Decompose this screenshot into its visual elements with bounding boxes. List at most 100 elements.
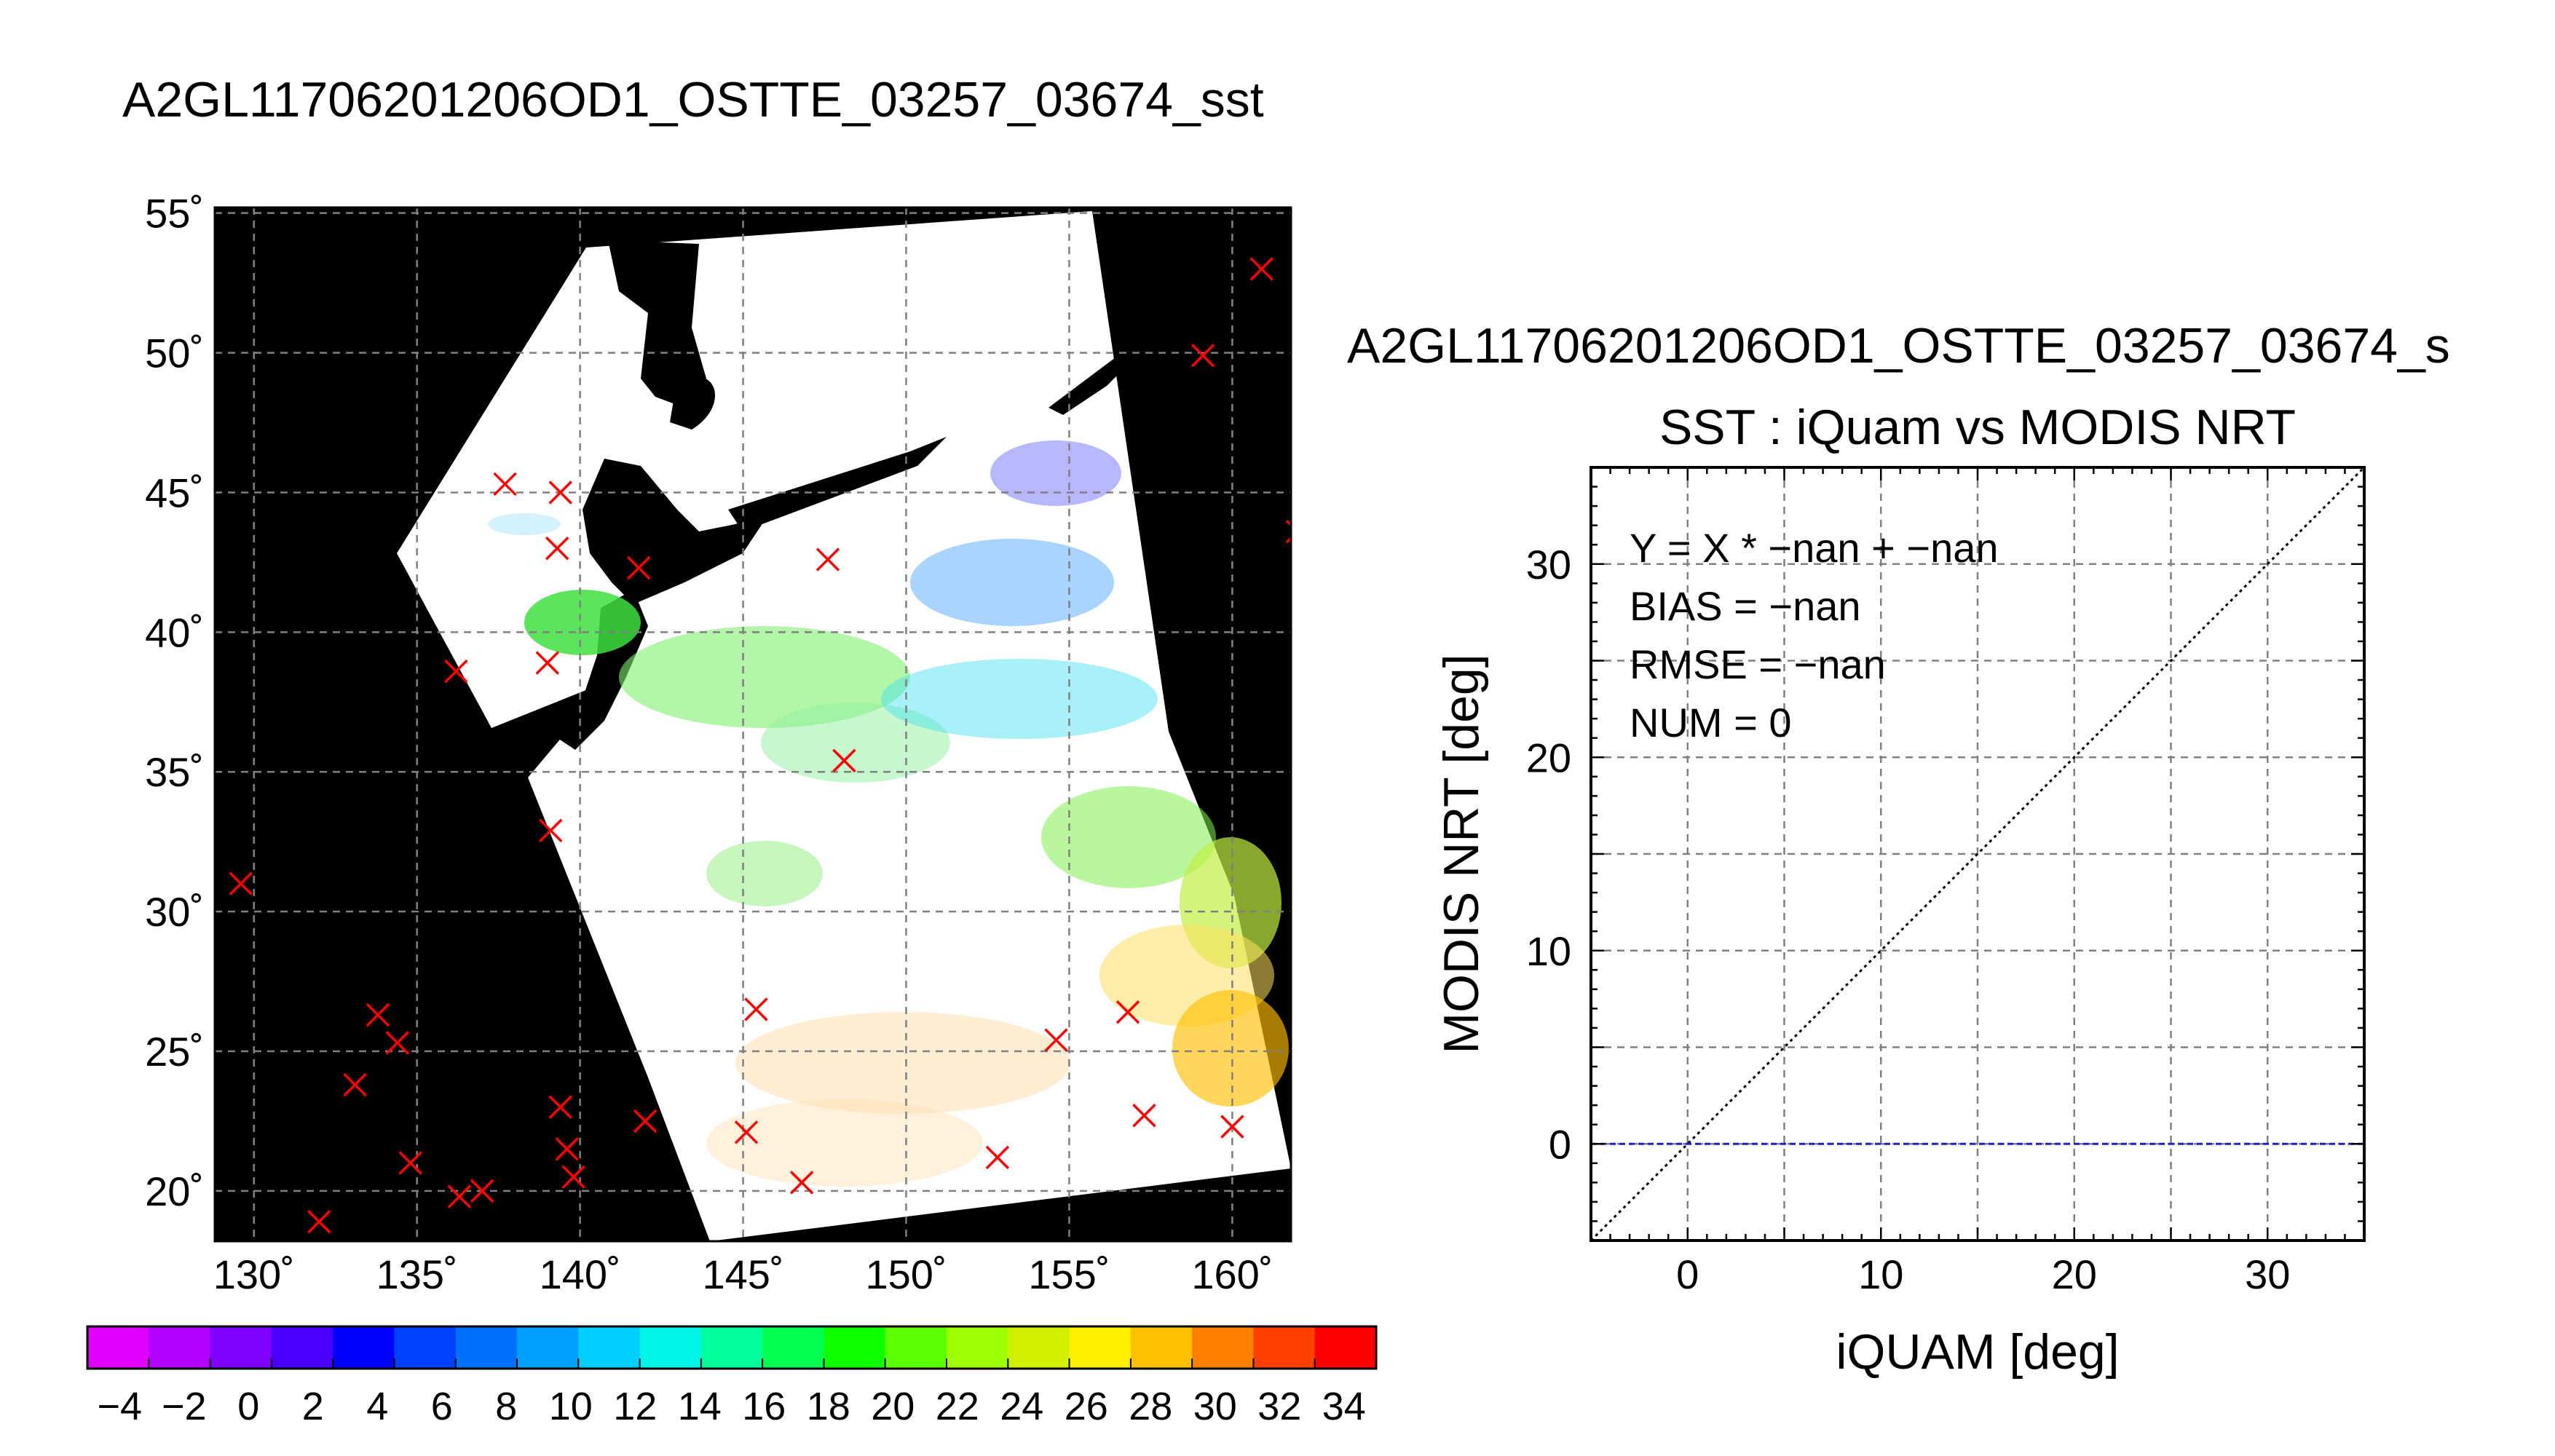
iquam-marker (1132, 1104, 1156, 1128)
colorbar-tick-label: 18 (807, 1385, 850, 1428)
colorbar-bin (210, 1326, 272, 1369)
iquam-marker (493, 472, 517, 496)
iquam-marker (1115, 1000, 1140, 1024)
colorbar-bin (1314, 1326, 1377, 1369)
iquam-marker (385, 1031, 410, 1055)
lon-tick-label: 135˚ (376, 1251, 458, 1297)
colorbar-tick-label: −4 (97, 1385, 142, 1428)
iquam-markers (229, 257, 1291, 1234)
iquam-marker (545, 536, 569, 561)
colorbar-bins (87, 1326, 1377, 1369)
lon-tick-label: 140˚ (540, 1251, 621, 1297)
lon-tick-label: 130˚ (213, 1251, 295, 1297)
iquam-marker (832, 748, 856, 773)
sst-map: 55˚ 50˚ 45˚ 40˚ 35˚ 30˚ 25˚ 20˚ 130˚ 135˚ 140˚ 145… (145, 191, 1292, 1297)
iquam-marker (1220, 1115, 1244, 1139)
colorbar-bin (762, 1326, 824, 1369)
colorbar-tick-label: 8 (495, 1385, 517, 1428)
colorbar-bin (1008, 1326, 1070, 1369)
colorbar-tick-label: 4 (366, 1385, 388, 1428)
colorbar-bin (885, 1326, 947, 1369)
iquam-marker (555, 1137, 579, 1161)
colorbar-bin (1253, 1326, 1316, 1369)
colorbar-bin (639, 1326, 702, 1369)
colorbar-tick-label: 20 (871, 1385, 915, 1428)
lat-tick-label: 35˚ (145, 749, 204, 795)
iquam-marker (444, 659, 468, 684)
scatter-y-tick-label: 10 (1526, 928, 1571, 974)
scatter-y-axis: 0 10 20 30 (1526, 542, 1571, 1168)
colorbar-tick-label: 24 (1000, 1385, 1043, 1428)
lon-tick-label: 160˚ (1191, 1251, 1273, 1297)
lat-tick-label: 40˚ (145, 609, 204, 655)
scatter-xlabel: iQUAM [deg] (1836, 1324, 2119, 1380)
map-frame (213, 206, 1292, 1243)
lon-tick-label: 155˚ (1028, 1251, 1110, 1297)
lon-tick-label: 145˚ (703, 1251, 784, 1297)
colorbar-tick-labels: −4 −2 0 2 4 6 8 10 12 14 16 18 20 22 24 26 28 30 32 34 (97, 1385, 1365, 1428)
colorbar-bin (1192, 1326, 1254, 1369)
colorbar-bin (1069, 1326, 1132, 1369)
scatter-stats: Y = X * −nan + −nan BIAS = −nan RMSE = −na… (1630, 525, 1999, 745)
colorbar-tick-label: 14 (678, 1385, 722, 1428)
scatter-subtitle: SST : iQuam vs MODIS NRT (1659, 400, 2296, 455)
colorbar-bin (578, 1326, 641, 1369)
lat-tick-label: 20˚ (145, 1168, 204, 1214)
colorbar-bin (824, 1326, 886, 1369)
colorbar-tick-label: 2 (302, 1385, 324, 1428)
colorbar-bin (517, 1326, 579, 1369)
colorbar-bin (1130, 1326, 1193, 1369)
colorbar-tick-label: 26 (1065, 1385, 1108, 1428)
iquam-marker (744, 997, 768, 1021)
colorbar-tick-label: 22 (936, 1385, 979, 1428)
colorbar-tick-label: 28 (1129, 1385, 1172, 1428)
iquam-marker (1044, 1028, 1068, 1052)
iquam-marker (539, 818, 563, 843)
colorbar-bin (394, 1326, 457, 1369)
scatter-reference-line (1591, 467, 2364, 1241)
iquam-marker (734, 1120, 759, 1144)
scatter-stat-line: Y = X * −nan + −nan (1630, 525, 1999, 571)
scatter-ylabel: MODIS NRT [deg] (1434, 654, 1489, 1053)
colorbar-bin (947, 1326, 1008, 1369)
colorbar-tick-label: 32 (1257, 1385, 1301, 1428)
colorbar-tick-label: −2 (162, 1385, 207, 1428)
colorbar-tick-label: 0 (237, 1385, 259, 1428)
scatter-x-tick-label: 30 (2245, 1251, 2290, 1297)
sst-patches (488, 440, 1289, 1187)
map-lat-axis: 55˚ 50˚ 45˚ 40˚ 35˚ 30˚ 25˚ 20˚ (145, 191, 204, 1214)
scatter-stat-line: NUM = 0 (1630, 700, 1792, 745)
colorbar: −4 −2 0 2 4 6 8 10 12 14 16 18 20 22 24 26 28 30 32 34 (86, 1325, 1378, 1428)
colorbar-bin (455, 1326, 518, 1369)
lat-tick-label: 55˚ (145, 191, 204, 237)
scatter-stat-line: RMSE = −nan (1630, 641, 1886, 687)
scatter-plot: A2GL11706201206OD1_OSTTE_03257_03674_s S… (1347, 318, 2450, 1380)
iquam-marker (633, 1109, 657, 1133)
iquam-marker (627, 555, 651, 580)
colorbar-tick-label: 6 (431, 1385, 453, 1428)
scatter-y-tick-label: 20 (1526, 735, 1571, 780)
iquam-marker (535, 651, 560, 675)
scatter-y-tick-label: 30 (1526, 542, 1571, 587)
colorbar-bin (333, 1326, 395, 1369)
iquam-marker (561, 1165, 585, 1189)
colorbar-tick-label: 10 (549, 1385, 593, 1428)
colorbar-tick-label: 34 (1322, 1385, 1366, 1428)
iquam-marker (343, 1072, 367, 1097)
lat-tick-label: 50˚ (145, 331, 204, 376)
figure-title: A2GL11706201206OD1_OSTTE_03257_03674_sst (122, 72, 1264, 127)
lat-tick-label: 25˚ (145, 1029, 204, 1075)
lon-tick-label: 150˚ (865, 1251, 947, 1297)
colorbar-tick-label: 12 (613, 1385, 657, 1428)
colorbar-tick-label: 16 (742, 1385, 786, 1428)
colorbar-bin (271, 1326, 333, 1369)
lat-tick-label: 30˚ (145, 889, 204, 935)
iquam-marker (398, 1151, 422, 1175)
scatter-x-axis: 0 10 20 30 (1676, 1251, 2290, 1297)
iquam-marker (1249, 257, 1273, 281)
map-gridlines (215, 207, 1291, 1241)
colorbar-bin (87, 1326, 149, 1369)
iquam-marker (307, 1209, 331, 1234)
scatter-minor-ticks (1590, 466, 2366, 1242)
